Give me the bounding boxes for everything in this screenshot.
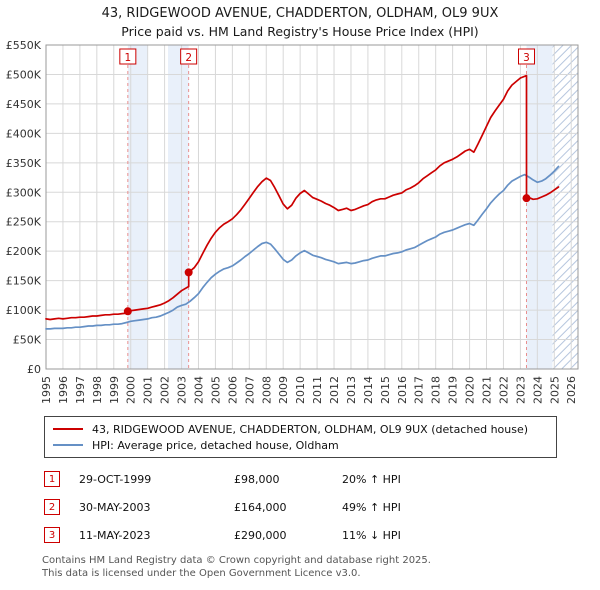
svg-text:3: 3: [523, 52, 530, 64]
y-tick-label: £100K: [6, 304, 42, 317]
y-tick-label: £200K: [6, 245, 42, 258]
y-tick-label: £50K: [13, 334, 42, 347]
chart-subtitle: Price paid vs. HM Land Registry's House …: [121, 24, 479, 39]
x-tick-label: 2000: [125, 376, 138, 404]
x-tick-label: 2019: [447, 376, 460, 404]
price-history-chart: 1 2 3 £0 £50K £100K £150K £200K £250K £300K £350K £…: [6, 39, 579, 404]
x-tick-label: 2001: [142, 376, 155, 404]
x-tick-label: 2002: [159, 376, 172, 404]
sale-date: 29-OCT-1999: [79, 472, 152, 486]
x-tick-label: 2008: [260, 376, 273, 404]
sale-marker-badge: [119, 48, 137, 65]
future-hatch-band: [552, 45, 578, 369]
property-line-swatch: [53, 428, 83, 430]
sale-row-2: 2 30-MAY-2003 £164,000 49% ↑ HPI: [44, 499, 600, 515]
sale-marker-dot: [123, 307, 132, 316]
chart-title: 43, RIDGEWOOD AVENUE, CHADDERTON, OLDHAM…: [101, 6, 499, 21]
gridlines: [45, 44, 578, 370]
y-tick-label: £150K: [6, 275, 42, 288]
x-tick-label: 1996: [57, 376, 70, 404]
sale-price: £164,000: [234, 500, 287, 514]
sale-number-badge: 3: [44, 527, 60, 543]
y-tick-label: £0: [27, 363, 41, 376]
svg-text:1: 1: [124, 52, 131, 64]
y-tick-label: £350K: [6, 157, 42, 170]
sale-date: 11-MAY-2023: [79, 528, 151, 542]
sale-marker-badge: [517, 48, 535, 65]
x-tick-label: 2023: [514, 376, 527, 404]
chart-header: 43, RIDGEWOOD AVENUE, CHADDERTON, OLDHAM…: [0, 0, 600, 39]
x-tick-label: 2015: [379, 376, 392, 404]
sale-number-badge: 2: [44, 499, 60, 515]
legend-item-hpi: HPI: Average price, detached house, Oldh…: [53, 437, 548, 453]
x-tick-label: 1997: [74, 376, 87, 404]
x-tick-label: 2007: [243, 376, 256, 404]
y-tick-label: £550K: [6, 39, 42, 52]
x-tick-label: 2009: [277, 376, 290, 404]
license-footer: Contains HM Land Registry data © Crown c…: [42, 555, 600, 580]
x-tick-label: 2026: [565, 376, 578, 404]
svg-text:2: 2: [185, 52, 192, 64]
x-tick-label: 2013: [345, 376, 358, 404]
x-tick-label: 2018: [430, 376, 443, 404]
y-tick-label: £500K: [6, 68, 42, 81]
sale-marker-badge: [180, 48, 198, 65]
x-tick-label: 2011: [311, 376, 324, 404]
sale-price: £290,000: [234, 528, 287, 542]
x-tick-label: 2010: [294, 376, 307, 404]
sale-row-1: 1 29-OCT-1999 £98,000 20% ↑ HPI: [44, 471, 600, 487]
y-tick-label: £450K: [6, 98, 42, 111]
sale-hpi-change: 49% ↑ HPI: [342, 500, 401, 514]
y-tick-label: £250K: [6, 216, 42, 229]
x-tick-label: 1995: [40, 376, 53, 404]
x-tick-label: 1999: [108, 376, 121, 404]
x-tick-label: 1998: [91, 376, 104, 404]
x-tick-label: 2025: [548, 376, 561, 404]
plot-border: [45, 44, 579, 370]
y-tick-label: £400K: [6, 127, 42, 140]
x-tick-label: 2014: [362, 376, 375, 404]
x-tick-label: 2020: [464, 376, 477, 404]
x-tick-label: 2021: [481, 376, 494, 404]
sale-marker-dot: [184, 268, 193, 277]
shaded-bands: [127, 45, 578, 369]
x-tick-label: 2006: [226, 376, 239, 404]
x-tick-label: 2024: [531, 376, 544, 404]
x-tick-label: 2004: [192, 376, 205, 404]
x-tick-label: 2017: [413, 376, 426, 404]
sale-row-3: 3 11-MAY-2023 £290,000 11% ↓ HPI: [44, 527, 600, 543]
x-tick-label: 2022: [497, 376, 510, 404]
sale-hpi-change: 11% ↓ HPI: [342, 528, 401, 542]
y-tick-label: £300K: [6, 186, 42, 199]
legend-label-property: 43, RIDGEWOOD AVENUE, CHADDERTON, OLDHAM…: [92, 422, 529, 436]
footer-line-1: Contains HM Land Registry data © Crown c…: [42, 555, 431, 566]
sale-hpi-change: 20% ↑ HPI: [342, 472, 401, 486]
sale-date: 30-MAY-2003: [79, 500, 151, 514]
footer-line-2: This data is licensed under the Open Gov…: [42, 567, 361, 579]
legend-item-property: 43, RIDGEWOOD AVENUE, CHADDERTON, OLDHAM…: [53, 421, 548, 437]
x-tick-label: 2016: [396, 376, 409, 404]
x-tick-label: 2003: [176, 376, 189, 404]
sale-marker-dot: [522, 194, 531, 203]
legend-label-hpi: HPI: Average price, detached house, Oldh…: [92, 438, 339, 452]
sales-table: 1 29-OCT-1999 £98,000 20% ↑ HPI 2 30-MAY…: [44, 471, 600, 543]
property-price-line: [45, 74, 560, 321]
sale-price: £98,000: [234, 472, 280, 486]
x-tick-label: 2012: [328, 376, 341, 404]
sale-number-badge: 1: [44, 471, 60, 487]
chart-legend: 43, RIDGEWOOD AVENUE, CHADDERTON, OLDHAM…: [44, 416, 557, 458]
hpi-line-swatch: [53, 444, 83, 446]
hpi-line: [45, 165, 560, 330]
x-tick-label: 2005: [209, 376, 222, 404]
